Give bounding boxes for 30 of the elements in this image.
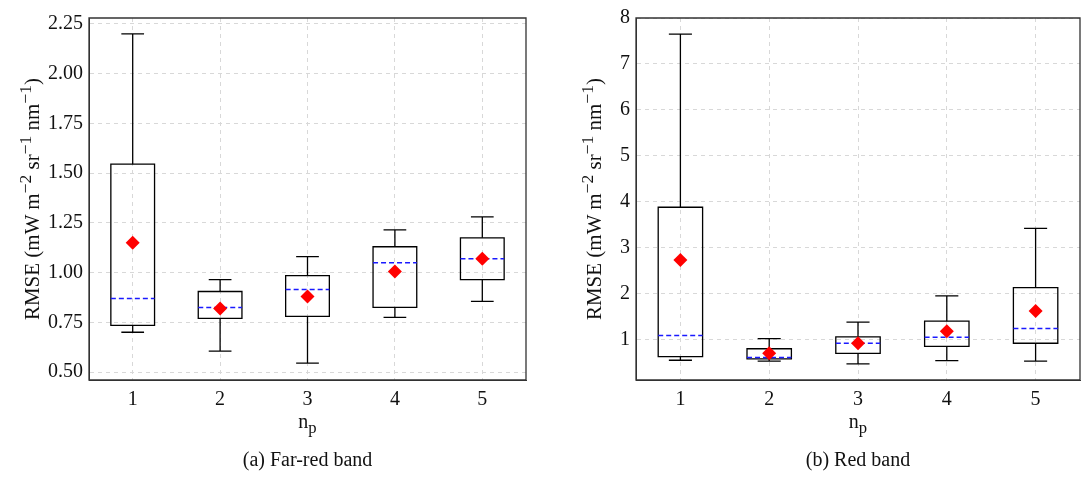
- x-tick-label: 5: [477, 387, 488, 410]
- x-tick-label: 3: [302, 387, 313, 410]
- x-tick-label: 4: [941, 387, 952, 410]
- y-tick-label: 1.50: [48, 160, 83, 183]
- x-axis-title: n$_{p}$: [298, 410, 317, 438]
- y-tick-label: 2.25: [48, 11, 83, 34]
- y-tick-label: 4: [620, 189, 630, 212]
- y-tick-label: 1: [620, 326, 630, 349]
- y-tick-label: 3: [620, 234, 630, 257]
- y-tick-label: 8: [620, 5, 630, 28]
- x-tick-label: 4: [389, 387, 400, 410]
- y-tick-label: 2.00: [48, 60, 83, 83]
- x-tick-label: 2: [764, 387, 775, 410]
- y-tick-label: 2: [620, 280, 630, 303]
- y-tick-label: 1.25: [48, 210, 83, 233]
- x-tick-label: 1: [127, 387, 138, 410]
- x-tick-label: 3: [853, 387, 863, 410]
- y-tick-label: 7: [620, 51, 630, 74]
- y-tick-label: 5: [620, 143, 630, 166]
- x-tick-label: 2: [215, 387, 226, 410]
- x-tick-label: 5: [1030, 387, 1041, 410]
- x-axis-title: n$_{p}$: [848, 410, 868, 438]
- x-tick-label: 1: [675, 387, 686, 410]
- y-tick-label: 6: [620, 97, 630, 120]
- text: (a) Far-red band: [242, 448, 373, 471]
- y-tick-label: 1.00: [48, 259, 83, 282]
- text: (b) Red band: [805, 448, 911, 471]
- y-tick-label: 0.50: [48, 359, 83, 382]
- y-tick-label: 1.75: [48, 110, 83, 133]
- y-tick-label: 0.75: [48, 309, 83, 332]
